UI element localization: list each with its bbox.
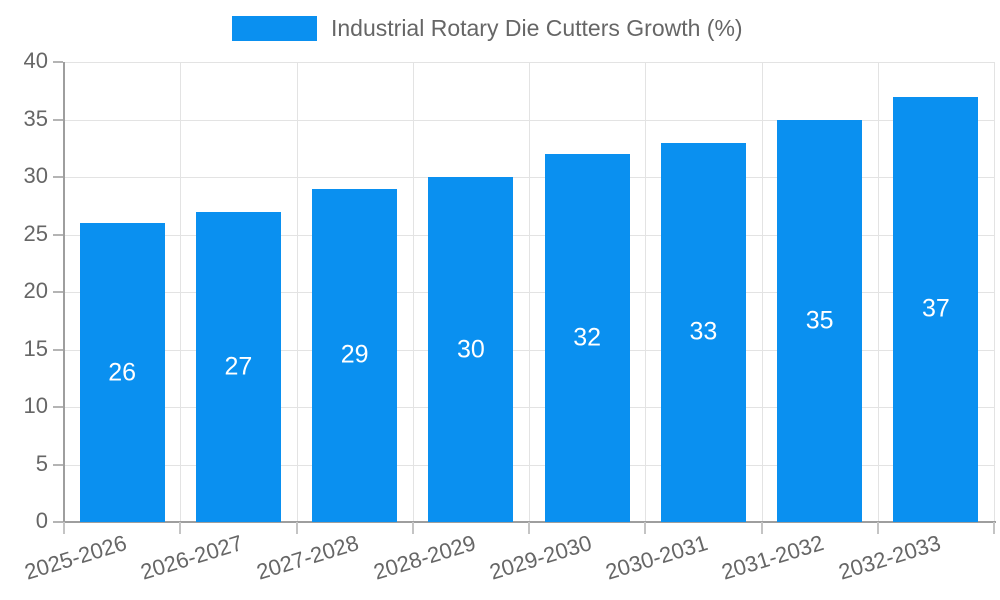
y-axis-tick: [53, 406, 63, 408]
y-axis-tick: [53, 176, 63, 178]
y-axis-tick: [53, 61, 63, 63]
x-axis-tick-label: 2027-2028: [254, 530, 362, 585]
y-axis-tick-label: 0: [35, 507, 48, 533]
gridline-horizontal: [64, 464, 994, 466]
bar[interactable]: [428, 177, 514, 522]
gridline-horizontal: [64, 349, 994, 351]
gridline-horizontal: [64, 292, 994, 293]
y-axis-tick-label: 25: [23, 220, 48, 246]
y-axis-tick-label: 30: [23, 162, 48, 188]
legend-color-swatch: [232, 16, 317, 41]
bar[interactable]: [660, 142, 746, 522]
gridline-horizontal: [64, 62, 994, 63]
x-axis-tick: [528, 522, 530, 534]
x-axis-tick: [411, 522, 414, 534]
bar-value-label: 27: [224, 352, 253, 381]
bar-value-label: 29: [340, 340, 369, 369]
gridline-vertical: [994, 62, 995, 522]
x-axis-tick-label: 2029-2030: [486, 530, 595, 585]
bar-value-label: 35: [805, 306, 834, 335]
y-axis-tick-label: 20: [23, 277, 48, 303]
y-axis-tick-label: 35: [23, 105, 48, 131]
y-axis-tick: [53, 348, 63, 351]
x-axis-tick-label: 2025-2026: [21, 530, 130, 585]
x-axis-tick: [876, 522, 879, 534]
bar[interactable]: [544, 154, 630, 522]
legend-label: Industrial Rotary Die Cutters Growth (%): [331, 15, 743, 41]
y-axis-tick-label: 40: [23, 47, 48, 73]
bar-value-label: 30: [456, 335, 485, 363]
x-axis-tick: [179, 522, 182, 534]
x-axis-tick: [993, 522, 995, 534]
x-axis-tick: [760, 522, 763, 534]
y-axis-tick: [53, 521, 63, 523]
x-axis-tick: [644, 522, 647, 534]
y-axis-tick: [53, 233, 63, 236]
bar[interactable]: [777, 119, 863, 522]
gridline-horizontal: [64, 119, 994, 121]
y-axis-tick-label: 5: [35, 450, 48, 476]
bar[interactable]: [195, 211, 281, 522]
bar-value-label: 33: [689, 317, 718, 346]
x-axis-tick-label: 2026-2027: [137, 530, 246, 585]
y-axis-tick: [53, 118, 63, 121]
x-axis-tick: [63, 522, 65, 534]
bar-value-label: 37: [921, 294, 950, 323]
y-axis-tick-label: 15: [23, 335, 48, 361]
bar[interactable]: [312, 188, 398, 522]
x-axis-tick: [295, 522, 298, 534]
x-axis-tick-label: 2031-2032: [719, 530, 827, 585]
bar[interactable]: [79, 223, 165, 522]
x-axis-tick-label: 2030-2031: [602, 530, 711, 585]
gridline-horizontal: [64, 177, 994, 178]
chart-legend-item[interactable]: Industrial Rotary Die Cutters Growth (%): [232, 15, 743, 42]
bar-value-label: 26: [108, 358, 137, 386]
gridline-horizontal: [64, 407, 994, 408]
y-axis-tick: [53, 291, 63, 293]
y-axis-tick-label: 10: [23, 392, 48, 418]
bar[interactable]: [893, 96, 979, 522]
x-axis-tick-label: 2028-2029: [370, 530, 479, 585]
x-axis-tick-label: 2032-2033: [835, 530, 944, 585]
gridline-horizontal: [64, 234, 994, 236]
y-axis-line: [63, 62, 65, 523]
y-axis-tick: [53, 463, 63, 466]
bar-value-label: 32: [573, 323, 602, 352]
